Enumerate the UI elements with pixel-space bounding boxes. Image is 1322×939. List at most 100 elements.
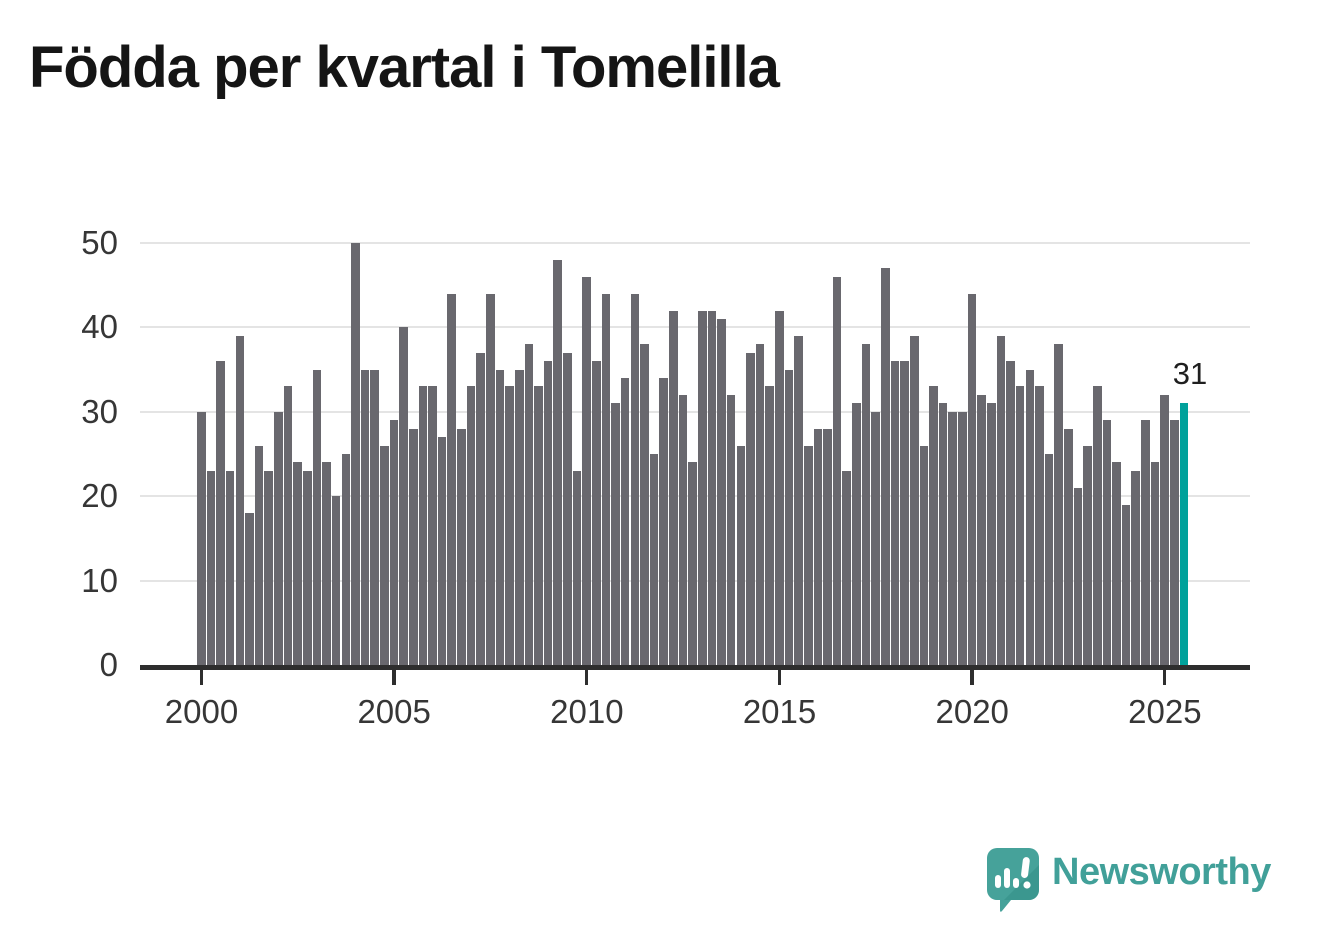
bar-2016-q4 [842,470,852,665]
y-axis-label-0: 0 [99,646,118,683]
bar-2010-q4 [611,403,620,665]
brand-name: Newsworthy [1052,851,1271,893]
bar-2006-q2 [437,437,447,665]
bar-2021-q2 [1015,386,1025,665]
bar-2019-q2 [938,403,948,665]
bar-2023-q4 [1112,462,1121,665]
bar-2015-q3 [794,335,803,665]
bar-2017-q1 [852,403,861,665]
bar-2003-q4 [341,454,351,665]
bar-2019-q1 [929,386,938,665]
bar-2018-q3 [909,335,919,665]
bar-2024-q3 [1141,420,1150,665]
x-axis-tick-2000 [199,670,203,685]
newsworthy-logo-icon [987,848,1039,912]
bar-2002-q2 [283,386,293,665]
bar-2007-q1 [466,386,476,665]
bar-2004-q2 [360,369,370,665]
bar-2000-q2 [206,470,216,665]
bar-2004-q3 [370,369,379,665]
bar-2000-q3 [216,361,225,665]
bar-2009-q1 [543,361,553,665]
bar-2006-q3 [447,293,457,665]
bar-2020-q1 [967,293,977,665]
x-axis-tick-2015 [777,670,782,685]
gridline-30 [140,410,1250,413]
bar-2018-q2 [900,361,909,665]
bar-2022-q1 [1044,454,1054,665]
bar-2017-q3 [871,411,880,665]
bar-2009-q3 [563,352,572,665]
bar-2025-q3 [1179,403,1189,665]
y-axis-label-40: 40 [81,308,118,346]
bar-2014-q4 [765,386,774,665]
y-axis-label-50: 50 [81,224,118,261]
bar-2019-q4 [958,411,967,665]
bar-2018-q1 [890,361,900,665]
y-axis-label-30: 30 [81,392,118,430]
x-axis-label-2010: 2010 [550,693,624,730]
bar-2007-q3 [486,293,495,665]
brand-logo: Newsworthy [984,845,1271,915]
bar-2016-q2 [823,428,832,665]
chart-title: Födda per kvartal i Tomelilla [29,35,780,100]
bar-2001-q4 [264,470,274,665]
bar-2010-q2 [591,361,601,665]
plot-area: 2000 2005 2010 2015 2020 2025 [140,242,1250,730]
bar-2007-q4 [495,369,505,665]
bar-2001-q3 [254,445,264,665]
x-axis-line [140,665,1250,670]
bar-2005-q3 [408,428,418,665]
bar-2024-q2 [1131,470,1141,665]
bar-2004-q1 [351,243,360,665]
bar-2011-q3 [640,344,649,665]
bar-2021-q3 [1025,369,1035,665]
gridline-50 [140,242,1250,244]
bar-2022-q2 [1054,344,1064,665]
bar-2008-q3 [524,344,534,665]
x-axis-label-2020: 2020 [935,693,1009,730]
bar-2010-q1 [582,276,591,665]
bar-2022-q4 [1073,487,1083,665]
x-axis-label-2005: 2005 [357,693,431,730]
bar-2012-q3 [678,394,688,665]
bar-2018-q4 [919,445,929,665]
bar-2001-q2 [245,513,254,665]
bar-2011-q1 [620,378,630,665]
bar-2024-q4 [1150,462,1160,665]
bar-2000-q1 [197,411,206,665]
bar-2007-q2 [476,352,485,665]
bar-2020-q3 [986,403,996,665]
bar-2003-q2 [322,462,331,665]
bar-2005-q4 [418,386,428,665]
bar-2020-q4 [996,335,1006,665]
bar-2012-q1 [659,378,669,665]
bar-2024-q1 [1121,504,1131,665]
bar-2013-q2 [707,310,717,665]
bar-2016-q1 [813,428,823,665]
bar-2004-q4 [380,445,389,665]
bar-2016-q3 [832,276,842,665]
bar-2014-q1 [736,445,746,665]
bar-2006-q4 [457,428,466,665]
bar-2005-q2 [399,327,408,665]
bar-2006-q1 [428,386,437,665]
gridline-40 [140,326,1250,329]
x-axis-tick-2005 [392,670,396,685]
bar-2001-q1 [235,335,245,665]
bar-2002-q4 [302,470,312,665]
bar-2022-q3 [1064,428,1073,665]
bar-2019-q3 [948,411,958,665]
bar-2017-q4 [881,268,890,665]
x-axis-label-2015: 2015 [742,693,817,730]
bar-2015-q1 [775,310,784,665]
bar-2009-q4 [572,470,582,665]
bar-2000-q4 [225,470,235,665]
bar-2008-q1 [505,386,514,665]
bar-2012-q4 [688,462,697,665]
bar-2009-q2 [553,259,563,665]
bar-2008-q4 [534,386,543,665]
x-axis-tick-2025 [1162,670,1167,685]
bar-2021-q1 [1006,361,1015,665]
